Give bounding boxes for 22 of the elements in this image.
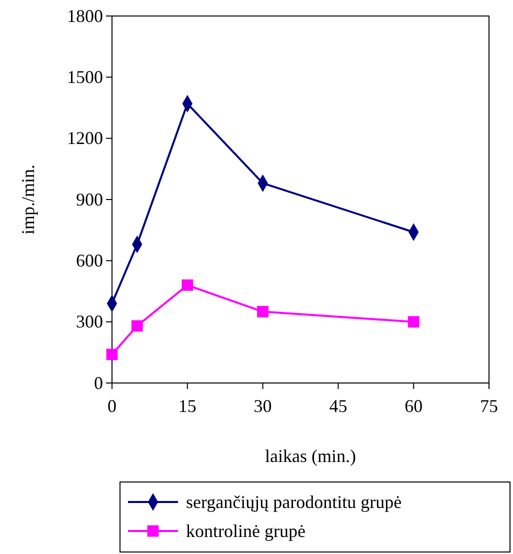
y-tick-label: 900: [76, 189, 103, 210]
x-tick-label: 75: [480, 396, 498, 416]
x-tick-label: 15: [178, 396, 196, 416]
x-tick-label: 60: [404, 396, 423, 416]
legend-label: kontrolinė grupė: [186, 521, 306, 541]
y-tick-label: 1800: [67, 6, 103, 26]
y-tick-label: 1500: [67, 66, 103, 87]
y-tick-label: 600: [76, 250, 103, 270]
point: [106, 348, 118, 360]
x-axis-title: laikas (min.): [265, 446, 356, 466]
x-tick-label: 30: [254, 396, 272, 416]
x-tick-label: 45: [329, 396, 348, 416]
legend-label: sergančiųjų parodontitu grupė: [186, 492, 402, 512]
point: [408, 316, 420, 328]
point: [131, 320, 143, 332]
point: [257, 306, 268, 318]
y-axis-title: imp./min.: [18, 164, 38, 235]
y-tick-label: 1200: [67, 128, 103, 148]
x-tick-label: 0: [108, 396, 116, 416]
y-tick-label: 0: [94, 372, 103, 393]
y-tick-label: 300: [76, 312, 103, 332]
point: [182, 279, 194, 291]
